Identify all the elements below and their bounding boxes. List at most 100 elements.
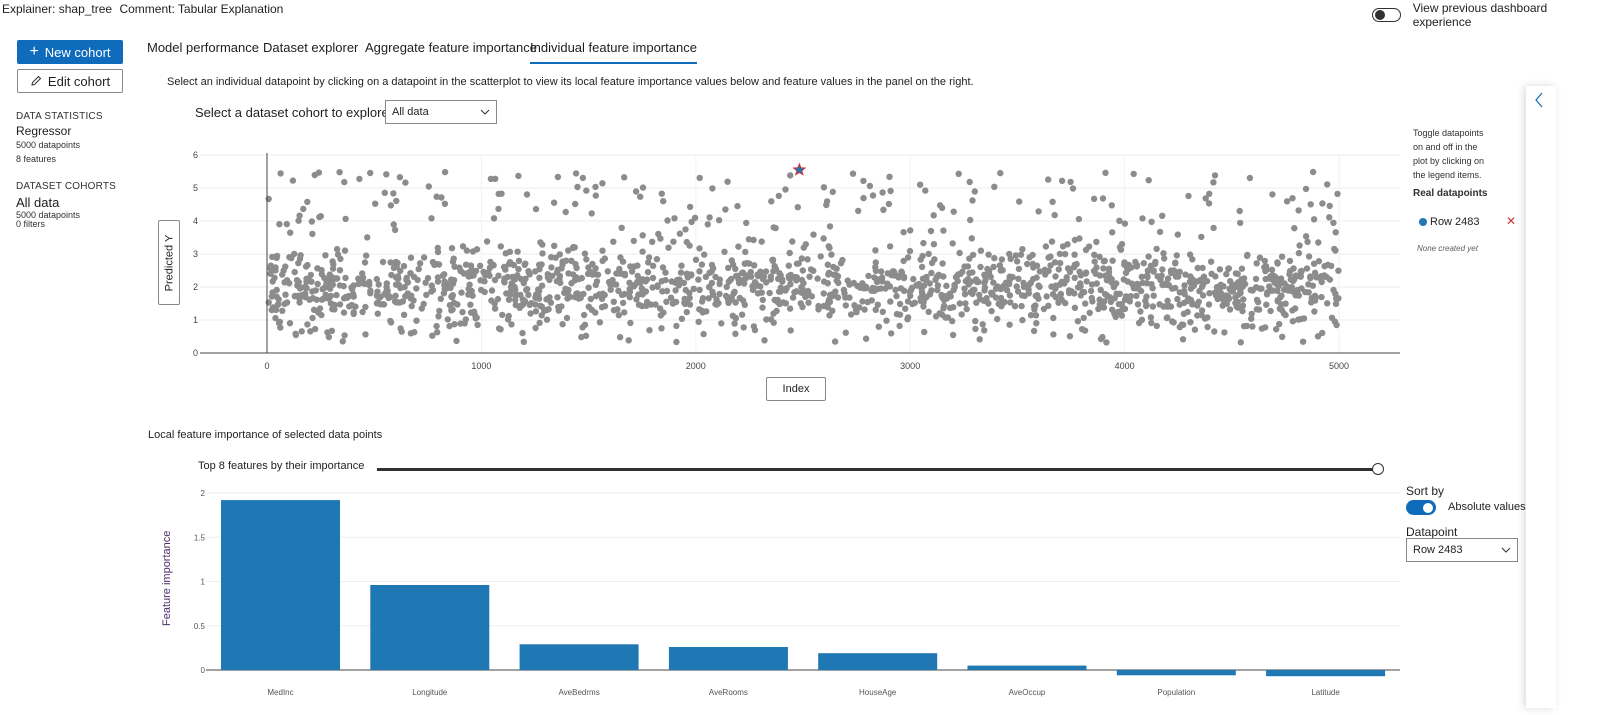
scatter-point xyxy=(1113,280,1120,287)
scatter-point xyxy=(1240,296,1247,303)
scatter-point xyxy=(1071,304,1079,311)
scatter-point xyxy=(652,301,659,308)
scatter-point xyxy=(1051,211,1058,219)
scatter-point xyxy=(1147,314,1155,321)
scatter-point xyxy=(799,267,806,274)
scatter-point xyxy=(691,214,699,221)
scatter-point xyxy=(1126,298,1134,305)
scatter-point xyxy=(337,255,344,263)
scatter-point xyxy=(637,279,644,286)
scatter-point xyxy=(1090,195,1098,202)
scatter-point xyxy=(1050,331,1057,338)
scatter-point xyxy=(740,324,747,331)
scatter-point xyxy=(885,200,893,208)
scatter-point xyxy=(802,241,809,248)
scatter-point xyxy=(976,295,984,303)
edit-cohort-button[interactable]: Edit cohort xyxy=(17,69,123,93)
scatter-point xyxy=(681,299,688,306)
scatter-point xyxy=(1051,259,1059,266)
scatter-point xyxy=(1326,214,1333,221)
scatter-point xyxy=(292,330,299,337)
scatter-point xyxy=(1058,278,1066,285)
tab-dataset-explorer[interactable]: Dataset explorer xyxy=(263,40,359,55)
scatter-point xyxy=(1011,303,1019,310)
scatter-point xyxy=(393,197,400,205)
chevron-down-icon xyxy=(480,106,490,118)
scatter-point xyxy=(434,278,442,285)
scatter-point xyxy=(601,303,609,310)
scatter-point xyxy=(272,314,279,322)
scatter-point xyxy=(1206,190,1213,197)
scatter-point xyxy=(400,262,408,270)
scatter-point xyxy=(1006,292,1014,299)
tab-individual-feature-importance[interactable]: Individual feature importance xyxy=(530,40,697,64)
scatter-point xyxy=(565,270,572,277)
scatter-point xyxy=(1314,333,1322,340)
scatter-point xyxy=(580,311,588,319)
scatter-point xyxy=(686,294,693,302)
scatter-point xyxy=(396,174,404,181)
scatter-point xyxy=(676,230,684,237)
scatter-point xyxy=(793,288,800,295)
bar-category-label: Population xyxy=(1157,688,1195,697)
tab-aggregate-feature-importance[interactable]: Aggregate feature importance xyxy=(365,40,537,55)
previous-experience-toggle[interactable]: View previous dashboard experience xyxy=(1372,1,1600,29)
scatter-point xyxy=(1099,195,1107,202)
scatter-point xyxy=(572,200,579,208)
scatter-point xyxy=(572,260,579,268)
cohort-select-dropdown[interactable]: All data xyxy=(385,100,497,124)
scatter-point xyxy=(508,321,515,328)
scatter-point xyxy=(372,200,379,207)
scatter-point xyxy=(762,268,770,275)
scatter-point xyxy=(463,247,471,254)
scatter-point xyxy=(1063,276,1070,284)
scatter-point xyxy=(1148,281,1155,288)
new-cohort-button[interactable]: + New cohort xyxy=(17,40,123,64)
scatter-point xyxy=(364,234,371,241)
scatter-point xyxy=(787,172,794,179)
scatter-point xyxy=(363,252,370,259)
bar-category-label: HouseAge xyxy=(859,688,897,697)
scatter-point xyxy=(1153,245,1160,253)
scatter-point xyxy=(1202,195,1209,202)
scatter-point xyxy=(729,312,736,319)
scatter-point xyxy=(1210,224,1217,232)
scatter-point xyxy=(1032,312,1040,319)
scatter-point xyxy=(1299,338,1307,345)
scatter-point xyxy=(928,269,935,277)
absolute-values-toggle[interactable] xyxy=(1406,500,1436,515)
scatter-point xyxy=(387,259,394,266)
scatter-point xyxy=(275,301,282,308)
scatter-point xyxy=(532,324,539,332)
scatter-point xyxy=(1199,264,1206,272)
scatter-point xyxy=(820,235,827,242)
scatter-point xyxy=(972,317,979,325)
scatter-point xyxy=(1324,300,1331,307)
scatter-point xyxy=(642,278,649,285)
scatter-point xyxy=(1295,316,1302,323)
datapoint-select-dropdown[interactable]: Row 2483 xyxy=(1406,538,1518,562)
chevron-down-icon xyxy=(1501,544,1511,556)
scatter-point xyxy=(336,301,344,308)
scatter-point xyxy=(309,314,316,322)
scatter-point xyxy=(488,287,496,294)
scatter-point xyxy=(842,302,849,309)
bar-y-tick-label: 0 xyxy=(201,666,206,675)
scatter-point xyxy=(715,217,723,224)
scatter-point xyxy=(303,284,310,292)
scatter-point xyxy=(1185,192,1192,200)
scatter-point xyxy=(972,325,979,333)
scatter-point xyxy=(1253,260,1260,267)
tab-model-performance[interactable]: Model performance xyxy=(147,40,259,55)
scatter-point xyxy=(1181,290,1188,298)
scatter-point xyxy=(829,188,836,196)
scatter-point xyxy=(1087,287,1095,295)
scatter-point xyxy=(852,306,860,313)
scatter-point xyxy=(470,308,478,315)
scatter-point xyxy=(1102,169,1109,176)
scatter-point xyxy=(436,307,443,315)
scatter-point xyxy=(645,254,653,261)
scatter-point xyxy=(893,292,900,300)
toggle-switch[interactable] xyxy=(1372,8,1401,22)
